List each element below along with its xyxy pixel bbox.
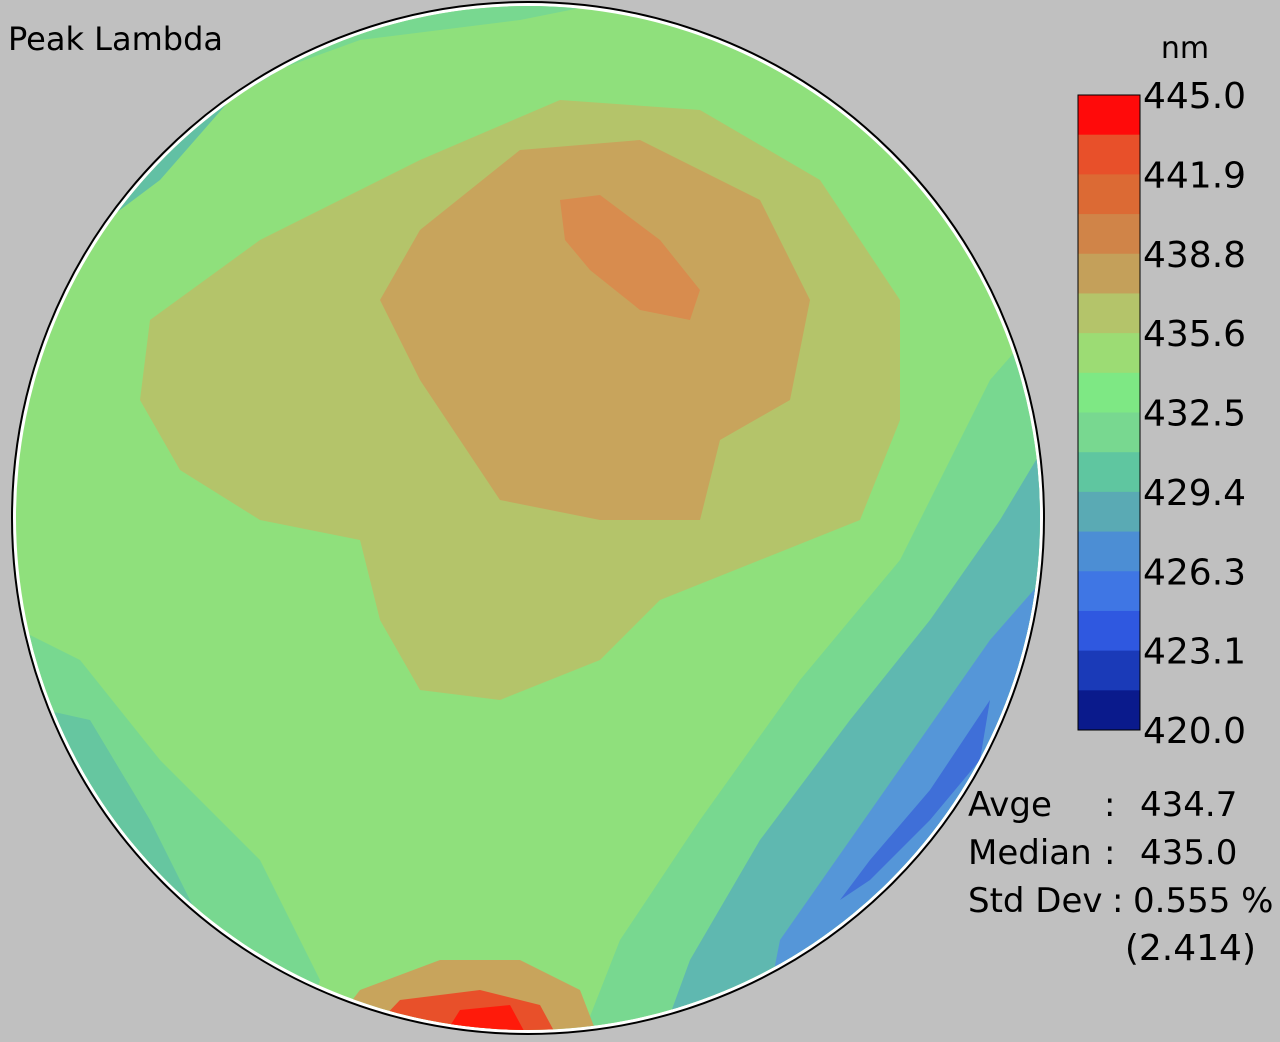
colorbar-band: [1078, 571, 1140, 612]
colorbar-label: 441.9: [1143, 155, 1246, 196]
map-title: Peak Lambda: [8, 20, 223, 58]
map-orange: [560, 195, 700, 320]
colorbar-band: [1078, 134, 1140, 175]
colorbar-label: 420.0: [1143, 711, 1246, 752]
colorbar-band: [1078, 531, 1140, 572]
stat-separator: :: [1104, 785, 1115, 825]
stat-label: Median: [968, 833, 1092, 873]
colorbar-band: [1078, 690, 1140, 731]
colorbar-band: [1078, 214, 1140, 255]
std-dev-raw: (2.414): [1125, 928, 1256, 969]
colorbar-band: [1078, 95, 1140, 136]
colorbar-band: [1078, 253, 1140, 294]
colorbar-band: [1078, 372, 1140, 413]
colorbar-band: [1078, 412, 1140, 453]
colorbar-band: [1078, 610, 1140, 652]
stat-value: 0.555 %: [1133, 881, 1273, 921]
map-right-darkblue: [840, 700, 990, 900]
colorbar-label: 423.1: [1143, 632, 1246, 673]
colorbar-labels: 445.0 441.9 438.8 435.6 432.5 429.4 426.3 423.1…: [1143, 76, 1246, 752]
colorbar: [1077, 94, 1141, 731]
stat-separator: :: [1104, 833, 1115, 873]
colorbar-frame: [1077, 94, 1141, 731]
stat-separator: :: [1112, 881, 1123, 921]
map-bottom-red: [440, 1005, 530, 1030]
colorbar-band: [1078, 491, 1140, 533]
map-tan: [380, 140, 810, 520]
stat-value: 435.0: [1140, 833, 1237, 873]
colorbar-label: 432.5: [1143, 394, 1246, 435]
colorbar-band: [1078, 650, 1140, 691]
colorbar-band: [1078, 452, 1140, 493]
colorbar-label: 445.0: [1143, 76, 1246, 117]
colorbar-unit: nm: [1161, 31, 1209, 66]
colorbar-label: 435.6: [1143, 314, 1246, 355]
colorbar-band: [1078, 293, 1140, 334]
stat-label: Std Dev: [968, 881, 1103, 921]
colorbar-label: 426.3: [1143, 552, 1246, 593]
colorbar-band: [1078, 333, 1140, 374]
colorbar-band: [1078, 174, 1140, 215]
colorbar-label: 429.4: [1143, 473, 1246, 514]
stat-value: 434.7: [1140, 785, 1237, 825]
colorbar-label: 438.8: [1143, 235, 1246, 276]
stat-label: Avge: [968, 785, 1052, 825]
